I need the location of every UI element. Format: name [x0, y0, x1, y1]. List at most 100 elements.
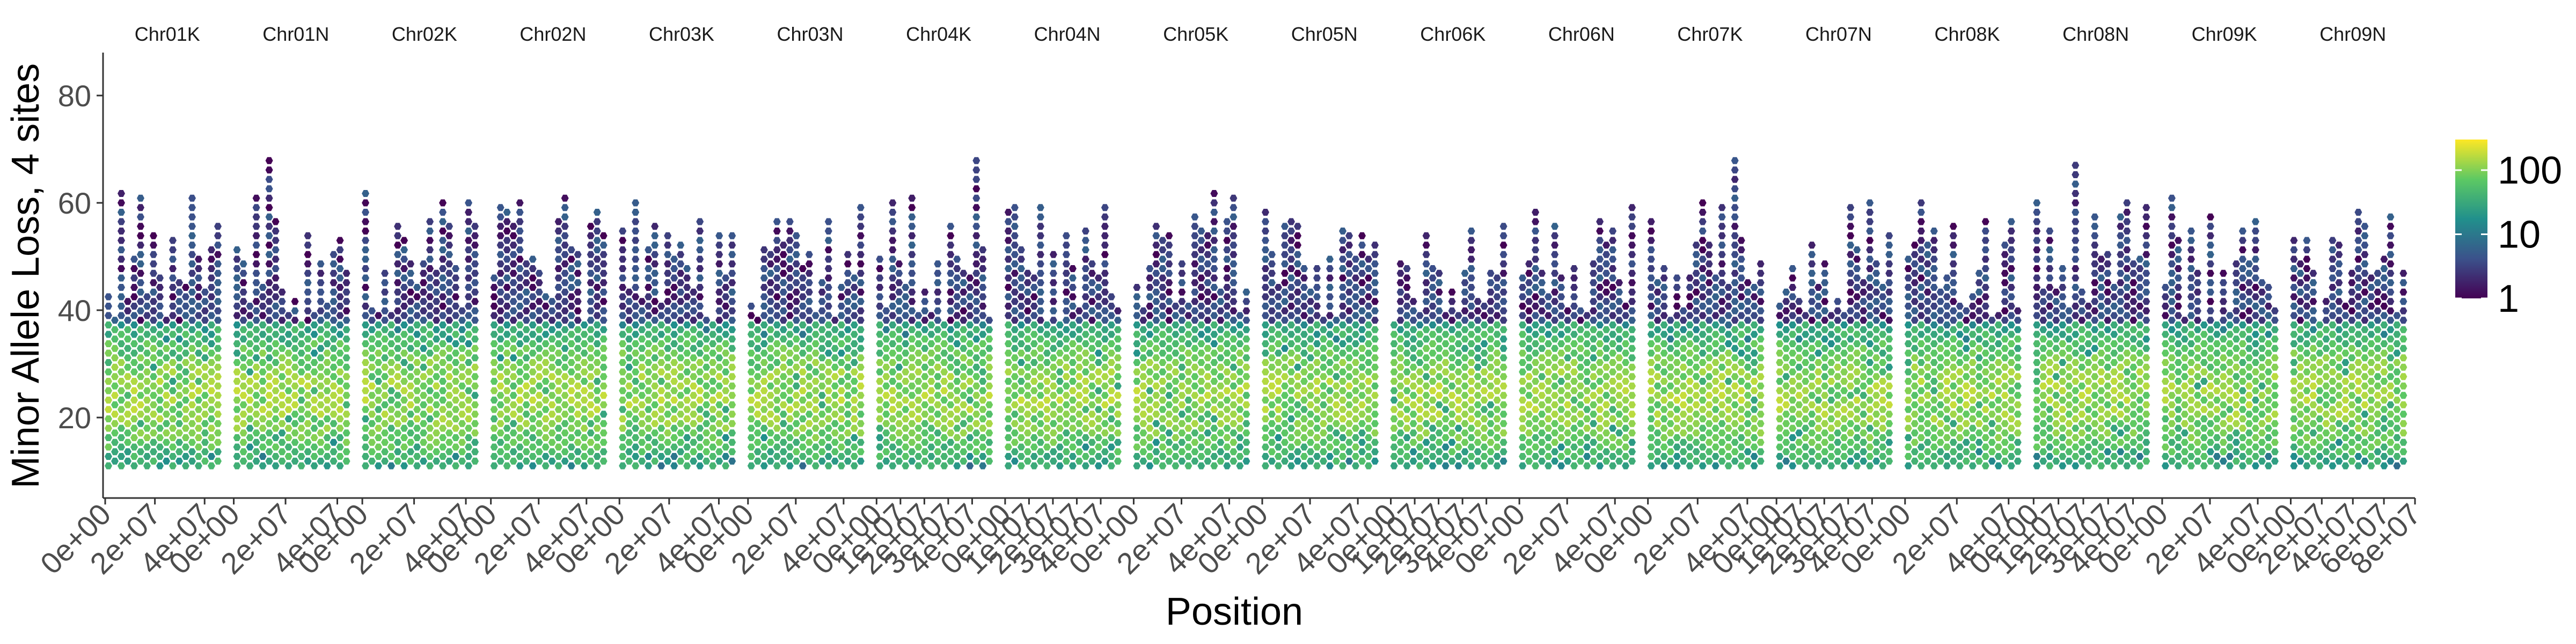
hex-bin	[124, 401, 131, 408]
hex-bin	[593, 321, 601, 328]
hex-bin	[297, 434, 305, 441]
hex-bin	[278, 448, 286, 456]
hex-bin	[619, 378, 627, 385]
hex-bin	[496, 373, 504, 380]
hex-bin	[188, 354, 196, 362]
hex-bin	[195, 293, 202, 301]
hex-bin	[252, 326, 260, 333]
hex-bin	[124, 335, 131, 343]
hex-bin	[619, 434, 627, 441]
hex-bin	[554, 415, 562, 422]
hex-bin	[265, 401, 273, 408]
hex-bin	[632, 284, 640, 291]
hex-bin	[657, 349, 665, 357]
hex-bin	[625, 317, 633, 324]
hex-bin	[632, 443, 640, 451]
hex-bin	[625, 420, 633, 427]
hex-bin	[201, 457, 209, 465]
hex-bin	[452, 397, 460, 404]
hex-bin	[445, 382, 453, 390]
hex-bin	[182, 303, 189, 310]
hex-bin	[362, 331, 370, 338]
hex-bin	[407, 401, 415, 408]
hex-bin	[587, 411, 595, 418]
hex-bin	[375, 415, 383, 422]
hex-bin	[657, 312, 665, 319]
hex-bin	[535, 354, 543, 362]
hex-bin	[105, 425, 112, 432]
hex-bin	[632, 218, 640, 225]
hex-bin	[452, 462, 460, 470]
hex-bin	[452, 274, 460, 282]
hex-bin	[664, 260, 672, 268]
hex-bin	[195, 312, 202, 319]
hex-bin	[195, 321, 202, 328]
hex-bin	[137, 420, 144, 427]
hex-bin	[645, 349, 653, 357]
hex-bin	[163, 335, 170, 343]
hex-bin	[304, 288, 312, 296]
hex-bin	[664, 438, 672, 446]
hex-bin	[529, 359, 537, 366]
hex-bin	[394, 411, 402, 418]
hex-bin	[394, 288, 402, 296]
hex-bin	[233, 331, 241, 338]
hex-bin	[593, 255, 601, 263]
hex-bin	[426, 265, 434, 272]
hex-bin	[278, 438, 286, 446]
hex-bin	[554, 284, 562, 291]
hex-bin	[330, 411, 338, 418]
hex-bin	[426, 293, 434, 301]
hex-bin	[278, 457, 286, 465]
hex-bin	[496, 345, 504, 352]
hex-bin	[548, 363, 556, 371]
hex-bin	[445, 269, 453, 277]
hex-bin	[239, 345, 247, 352]
hex-bin	[336, 293, 344, 301]
hex-bin	[638, 448, 646, 456]
hex-bin	[182, 293, 189, 301]
hex-bin	[150, 335, 157, 343]
hex-bin	[233, 274, 241, 282]
hex-bin	[593, 415, 601, 422]
hex-bin	[407, 382, 415, 390]
hex-bin	[574, 298, 582, 305]
hex-bin	[304, 317, 312, 324]
hex-bin	[259, 331, 267, 338]
hex-bin	[381, 317, 389, 324]
hex-bin	[278, 382, 286, 390]
hex-bin	[580, 434, 588, 441]
hex-bin	[330, 345, 338, 352]
hex-bin	[664, 420, 672, 427]
hex-bin	[310, 331, 318, 338]
hex-bin	[118, 443, 125, 451]
hex-bin	[548, 382, 556, 390]
hex-bin	[105, 368, 112, 376]
hex-bin	[124, 438, 131, 446]
hex-bin	[259, 387, 267, 394]
hex-bin	[137, 213, 144, 221]
hex-bin	[297, 425, 305, 432]
hex-bin	[342, 269, 350, 277]
hex-bin	[599, 401, 608, 408]
hex-bin	[587, 307, 595, 314]
hex-bin	[284, 321, 292, 328]
hex-bin	[413, 397, 421, 404]
hex-bin	[362, 378, 370, 385]
hex-bin	[535, 420, 543, 427]
hex-bin	[362, 425, 370, 432]
hex-bin	[239, 438, 247, 446]
hex-bin	[574, 288, 582, 296]
hex-bin	[163, 326, 170, 333]
hex-bin	[445, 373, 453, 380]
hex-bin	[284, 387, 292, 394]
hex-bin	[118, 406, 125, 413]
hex-bin	[182, 340, 189, 347]
hex-bin	[670, 453, 678, 460]
hex-bin	[632, 274, 640, 282]
hex-bin	[465, 331, 473, 338]
hex-bin	[458, 401, 466, 408]
hex-bin	[561, 326, 569, 333]
hex-bin	[439, 453, 447, 460]
hex-bin	[599, 345, 608, 352]
